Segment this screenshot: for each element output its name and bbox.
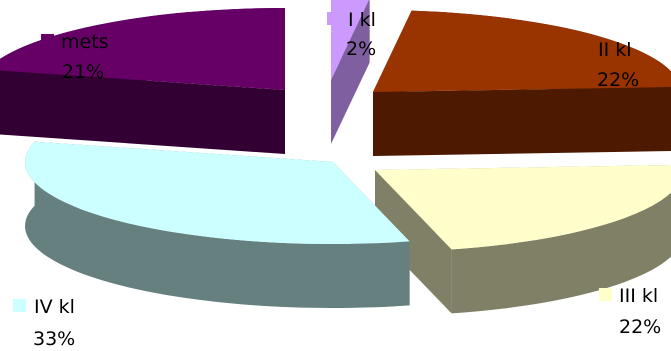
slice-percent-ii-kl: 22% [597,69,639,91]
pie-slice-iii-kl [375,165,671,250]
label-group-i-kl: I kl 2% [327,9,376,60]
pie-slice-tops [0,0,671,250]
slice-percent-mets: 21% [62,61,104,83]
slice-percent-iv-kl: 33% [33,328,75,350]
pie-slice-ii-kl [373,10,671,92]
pie-slice-iv-kl [25,141,410,244]
legend-swatch-mets [41,34,54,47]
slice-label-i-kl: I kl [348,9,376,31]
label-group-mets: mets 21% [41,31,109,83]
label-group-iii-kl: III kl 22% [599,285,661,338]
legend-swatch-i-kl [327,12,340,25]
slice-label-mets: mets [61,31,109,53]
legend-swatch-ii-kl [577,42,590,55]
pie-radial-wall-iii-kl-1 [375,170,452,314]
legend-swatch-iv-kl [13,299,26,312]
slice-percent-iii-kl: 22% [619,316,661,338]
slice-label-ii-kl: II kl [598,39,632,61]
label-group-iv-kl: IV kl 33% [13,296,75,350]
pie-outer-wall-iv-kl [25,141,410,308]
pie-radial-wall-ii-kl-1 [373,87,671,156]
pie-slice-mets [0,8,285,90]
slice-percent-i-kl: 2% [346,38,376,60]
pie-outer-wall-iii-kl [451,192,671,314]
pie-slice-i-kl [331,0,369,80]
legend-swatch-iii-kl [599,288,612,301]
slice-label-iv-kl: IV kl [34,296,75,318]
label-group-ii-kl: II kl 22% [577,39,639,91]
slice-label-iii-kl: III kl [619,285,658,307]
